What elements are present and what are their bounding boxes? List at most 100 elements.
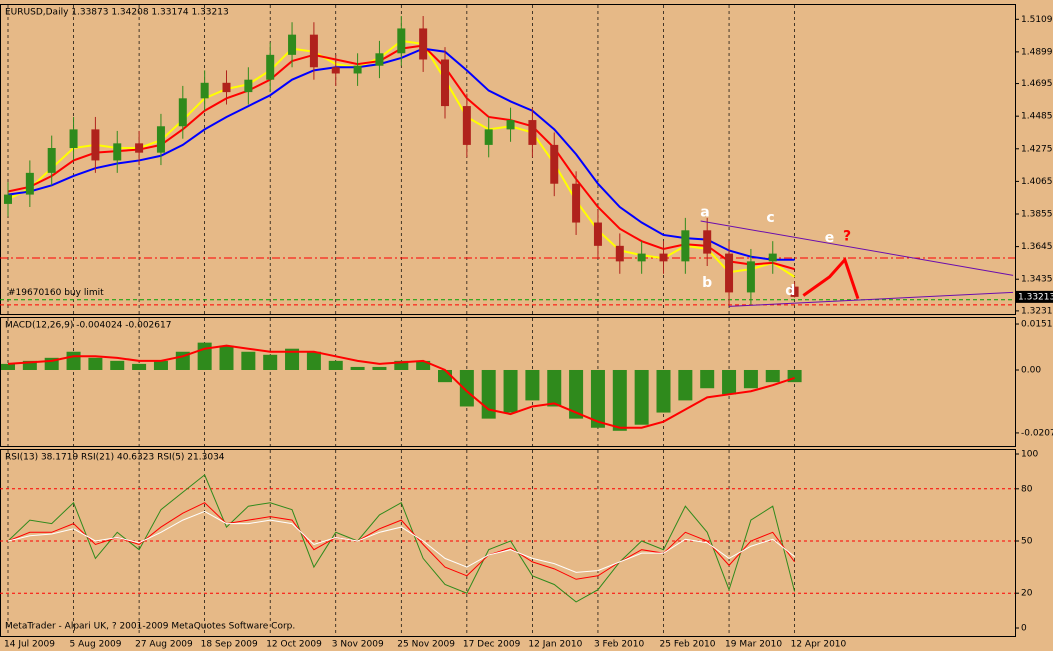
macd-bar [241, 351, 256, 370]
macd-bar [678, 369, 693, 401]
candle-body [156, 126, 165, 153]
macd-signal [7, 344, 795, 429]
x-tick-label: 12 Apr 2010 [791, 640, 847, 650]
x-tick-label: 19 Mar 2010 [725, 640, 782, 650]
x-tick-label: 27 Aug 2009 [135, 640, 193, 650]
macd-bar [285, 348, 300, 370]
macd-bar [22, 360, 37, 370]
y-tick-label: 1.34350 [1021, 275, 1053, 285]
wave-label: e [825, 230, 835, 246]
macd-bar [634, 369, 649, 425]
candle-body [659, 253, 668, 262]
x-tick-label: 18 Sep 2009 [201, 640, 258, 650]
candle-body [47, 148, 56, 173]
macd-bar [66, 351, 81, 370]
x-tick-label: 3 Nov 2009 [332, 640, 384, 650]
y-tick-label: 1.44850 [1021, 112, 1053, 122]
macd-bar [394, 360, 409, 370]
y-tick-label: 0.00 [1021, 365, 1041, 375]
y-tick-label: 1.36450 [1021, 242, 1053, 252]
rsi-title: RSI(13) 38.1719 RSI(21) 40.6323 RSI(5) 2… [5, 453, 225, 463]
candle-body [484, 129, 493, 145]
macd-bar [722, 369, 737, 395]
footer: MetaTrader - Alpari UK, ? 2001-2009 Meta… [5, 622, 295, 632]
price-label-box [1016, 290, 1053, 303]
candle-body [309, 34, 318, 68]
macd-bar [328, 360, 343, 370]
x-tick-label: 25 Feb 2010 [660, 640, 716, 650]
x-tick-label: 12 Oct 2009 [266, 640, 322, 650]
candle-body [746, 261, 755, 293]
y-tick-label: 0.01512 [1021, 320, 1053, 330]
x-tick-label: 17 Dec 2009 [463, 640, 521, 650]
macd-bar [372, 366, 387, 370]
candle-body [266, 54, 275, 80]
candle-body [25, 172, 34, 195]
trendline [700, 220, 1014, 276]
candle-body [353, 65, 362, 74]
y-tick-label: 80 [1021, 484, 1033, 494]
wave-label: a [700, 204, 709, 220]
candle-body [331, 67, 340, 74]
level-label: #19670160 buy limit [8, 288, 104, 298]
x-tick-label: 12 Jan 2010 [528, 640, 582, 650]
macd-pane [0, 317, 1016, 447]
macd-bar [416, 360, 431, 370]
y-tick-label: 1.38550 [1021, 210, 1053, 220]
macd-bar [197, 342, 212, 370]
candle-body [550, 144, 559, 184]
macd-bar [350, 366, 365, 370]
candle-body [288, 34, 297, 55]
candle-body [4, 194, 12, 204]
macd-bar [219, 345, 234, 370]
macd-bar [765, 369, 780, 383]
candle-body [200, 82, 209, 99]
macd-bar [110, 360, 125, 370]
candle-body [681, 230, 690, 262]
macd-bar [153, 360, 168, 370]
candle-body [375, 53, 384, 66]
wave-label: ? [843, 229, 851, 245]
candle-body [244, 79, 253, 93]
y-tick-label: 1.46950 [1021, 79, 1053, 89]
candle-body [615, 245, 624, 262]
x-tick-label: 14 Jul 2009 [4, 640, 55, 650]
candle-body [790, 286, 799, 297]
macd-bar [88, 357, 103, 370]
candle-body [419, 28, 428, 60]
y-tick-label: 50 [1021, 536, 1033, 546]
y-tick-label: 0 [1021, 623, 1027, 633]
macd-bar [612, 369, 627, 431]
x-tick-label: 3 Feb 2010 [594, 640, 645, 650]
macd-bar [132, 363, 147, 370]
rsi-pane [0, 449, 1016, 637]
macd-bar [743, 369, 758, 389]
macd-bar [656, 369, 671, 413]
y-tick-label: 1.40650 [1021, 177, 1053, 187]
rsi-line [7, 510, 795, 573]
candle-body [637, 253, 646, 262]
macd-bar [1, 363, 15, 370]
y-tick-label: 1.42750 [1021, 144, 1053, 154]
candle-body [462, 106, 471, 145]
candle-body [69, 129, 78, 149]
y-tick-label: 1.51090 [1021, 15, 1053, 25]
y-tick-label: -0.0207 [1021, 428, 1053, 438]
macd-bar [700, 369, 715, 389]
x-tick-label: 5 Aug 2009 [70, 640, 122, 650]
macd-bar [525, 369, 540, 401]
macd-title: MACD(12,26,9) -0.004024 -0.002617 [5, 321, 171, 331]
price-pane [0, 4, 1016, 315]
candle-body [441, 59, 449, 107]
price-title: EURUSD,Daily 1.33873 1.34208 1.33174 1.3… [5, 8, 229, 18]
price-label: 1.33213 [1018, 292, 1053, 302]
candle-body [222, 82, 231, 93]
macd-bar [459, 369, 474, 407]
rsi-line [7, 474, 796, 603]
candle-body [528, 120, 537, 145]
trendline [802, 256, 860, 300]
y-tick-label: 1.32310 [1021, 306, 1053, 316]
candle-body [135, 143, 144, 153]
candle-body [178, 98, 187, 127]
candle-body [703, 230, 712, 254]
